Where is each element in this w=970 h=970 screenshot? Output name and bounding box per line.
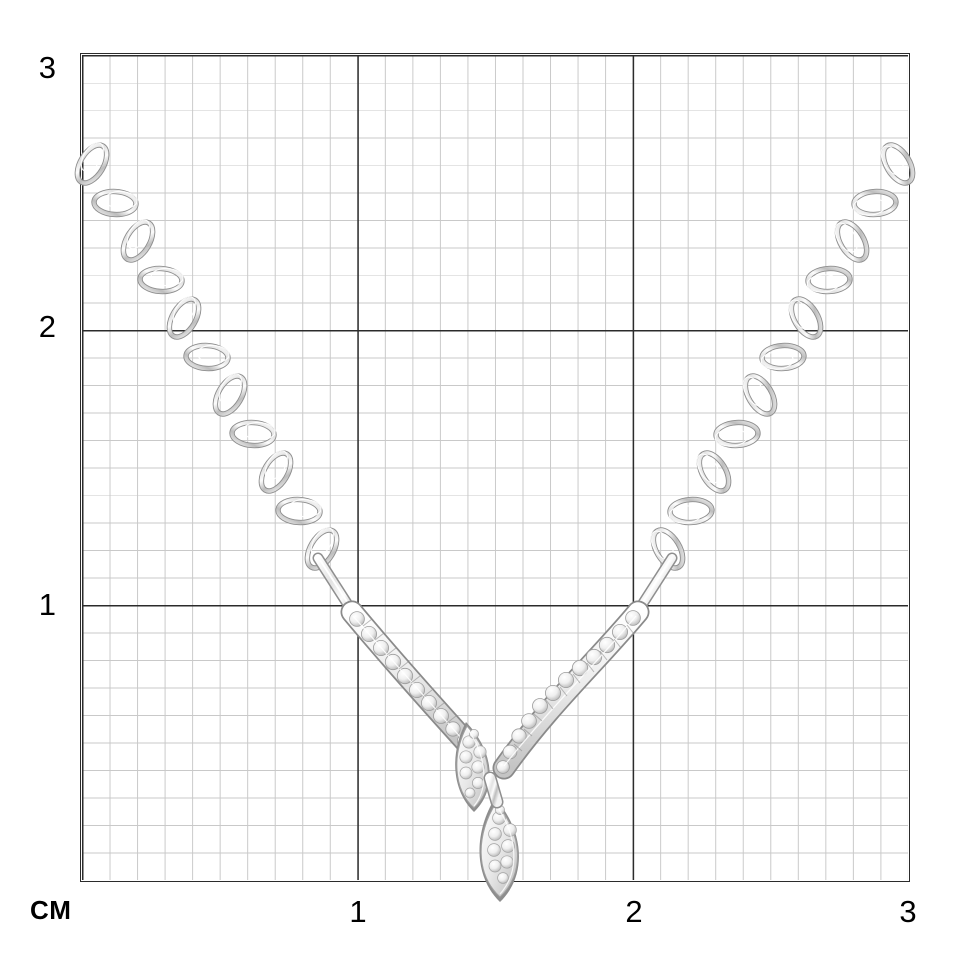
y-axis-tick-3: 3 — [38, 50, 56, 85]
grid-major-lines — [82, 55, 908, 880]
x-axis-tick-1: 1 — [349, 894, 367, 929]
x-axis-tick-3: 3 — [899, 894, 917, 929]
x-axis-tick-2: 2 — [625, 894, 643, 929]
y-axis-tick-2: 2 — [38, 309, 56, 344]
y-axis-tick-1: 1 — [38, 587, 56, 622]
unit-label-cm: CM — [30, 895, 72, 925]
measurement-grid — [80, 53, 910, 882]
